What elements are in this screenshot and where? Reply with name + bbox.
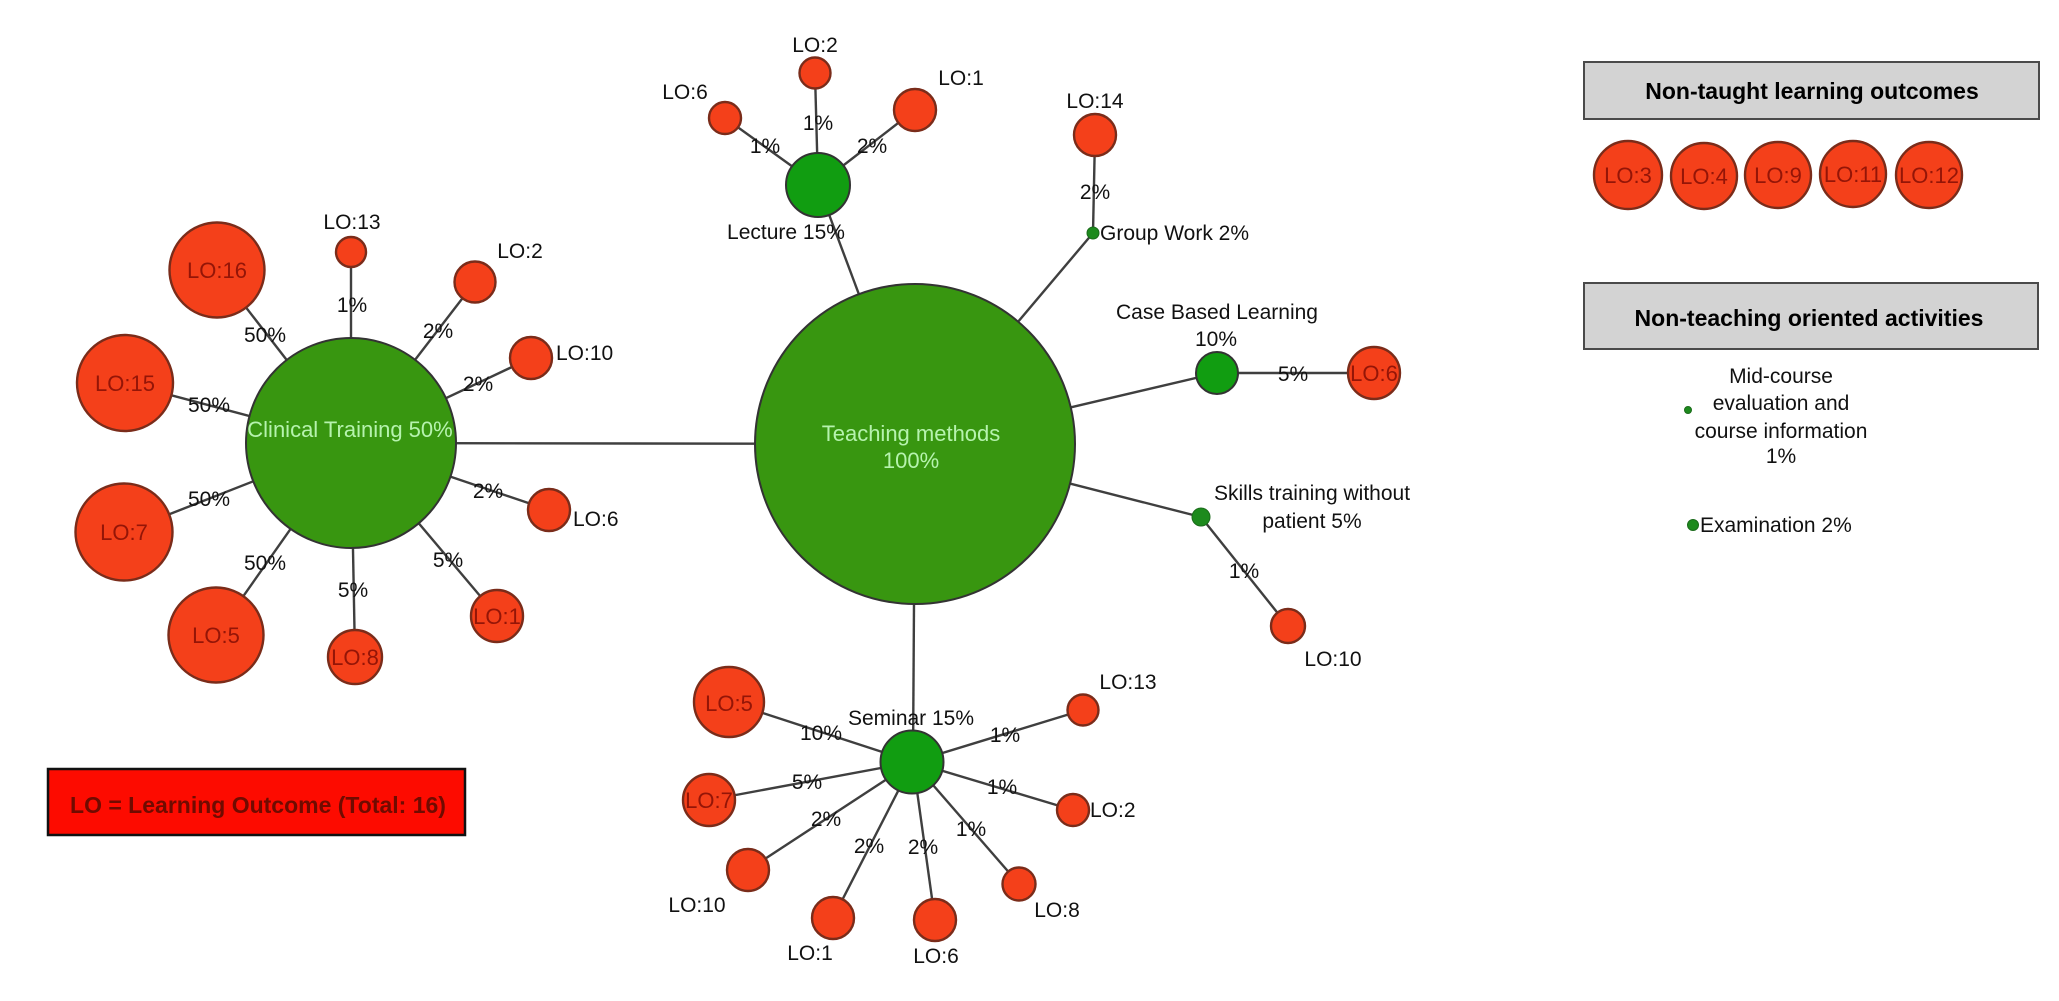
svg-text:LO:5: LO:5 [192, 623, 240, 648]
svg-text:2%: 2% [857, 135, 887, 158]
svg-text:5%: 5% [1278, 363, 1308, 386]
svg-text:2%: 2% [811, 808, 841, 831]
svg-text:50%: 50% [188, 394, 230, 417]
svg-text:LO:14: LO:14 [1066, 90, 1124, 113]
svg-text:Non-taught learning outcomes: Non-taught learning outcomes [1645, 78, 1979, 104]
svg-text:LO:10: LO:10 [668, 894, 725, 917]
svg-text:2%: 2% [1080, 181, 1110, 204]
svg-text:LO:16: LO:16 [187, 258, 247, 283]
svg-text:LO:9: LO:9 [1754, 163, 1802, 188]
svg-text:2%: 2% [473, 480, 503, 503]
svg-text:LO:8: LO:8 [331, 645, 379, 670]
svg-text:5%: 5% [338, 579, 368, 602]
svg-text:LO:2: LO:2 [497, 240, 543, 263]
svg-text:LO:10: LO:10 [1304, 648, 1361, 671]
svg-text:50%: 50% [244, 552, 286, 575]
svg-text:Clinical Training 50%: Clinical Training 50% [247, 417, 452, 442]
svg-text:Mid-course: Mid-course [1729, 365, 1833, 388]
svg-text:LO:6: LO:6 [913, 945, 959, 968]
svg-text:LO:6: LO:6 [662, 81, 708, 104]
svg-text:2%: 2% [908, 836, 938, 859]
svg-text:Examination 2%: Examination 2% [1700, 514, 1852, 537]
svg-text:patient 5%: patient 5% [1262, 510, 1361, 533]
svg-text:LO:1: LO:1 [938, 67, 984, 90]
svg-text:LO:6: LO:6 [1350, 361, 1398, 386]
svg-text:LO:7: LO:7 [685, 788, 733, 813]
svg-text:1%: 1% [750, 135, 780, 158]
svg-text:1%: 1% [1766, 445, 1796, 468]
svg-text:Teaching methods: Teaching methods [822, 421, 1001, 446]
svg-text:2%: 2% [423, 320, 453, 343]
svg-text:1%: 1% [803, 112, 833, 135]
svg-text:LO:5: LO:5 [705, 691, 753, 716]
svg-text:Group Work 2%: Group Work 2% [1100, 222, 1249, 245]
svg-text:LO:15: LO:15 [95, 371, 155, 396]
svg-text:LO:1: LO:1 [787, 942, 833, 965]
svg-text:LO:2: LO:2 [1090, 799, 1136, 822]
svg-text:10%: 10% [800, 722, 842, 745]
svg-text:LO:12: LO:12 [1899, 163, 1959, 188]
svg-text:Non-teaching oriented activiti: Non-teaching oriented activities [1635, 305, 1984, 331]
svg-text:Seminar 15%: Seminar 15% [848, 707, 974, 730]
svg-text:LO:4: LO:4 [1680, 164, 1728, 189]
svg-text:LO:13: LO:13 [1099, 671, 1156, 694]
svg-text:1%: 1% [1229, 560, 1259, 583]
svg-text:100%: 100% [883, 448, 939, 473]
svg-text:10%: 10% [1195, 328, 1237, 351]
svg-text:1%: 1% [987, 776, 1017, 799]
svg-text:LO:2: LO:2 [792, 34, 838, 57]
svg-text:1%: 1% [337, 294, 367, 317]
svg-text:evaluation and: evaluation and [1713, 392, 1850, 415]
svg-text:LO = Learning Outcome (Total:: LO = Learning Outcome (Total: 16) [70, 792, 446, 818]
svg-text:Skills training without: Skills training without [1214, 482, 1410, 505]
svg-text:LO:3: LO:3 [1604, 163, 1652, 188]
svg-text:LO:11: LO:11 [1824, 162, 1882, 187]
svg-text:2%: 2% [463, 373, 493, 396]
svg-text:Lecture 15%: Lecture 15% [727, 221, 845, 244]
svg-text:LO:1: LO:1 [473, 604, 521, 629]
svg-text:course information: course information [1695, 420, 1868, 443]
svg-text:2%: 2% [854, 835, 884, 858]
svg-text:Case Based Learning: Case Based Learning [1116, 301, 1318, 324]
svg-text:50%: 50% [188, 488, 230, 511]
svg-text:50%: 50% [244, 324, 286, 347]
svg-text:5%: 5% [433, 549, 463, 572]
svg-text:LO:7: LO:7 [100, 520, 148, 545]
svg-text:1%: 1% [956, 818, 986, 841]
svg-text:LO:6: LO:6 [573, 508, 619, 531]
svg-text:5%: 5% [792, 771, 822, 794]
svg-text:LO:10: LO:10 [556, 342, 613, 365]
svg-text:LO:8: LO:8 [1034, 899, 1080, 922]
svg-text:LO:13: LO:13 [323, 211, 380, 234]
svg-text:1%: 1% [990, 724, 1020, 747]
